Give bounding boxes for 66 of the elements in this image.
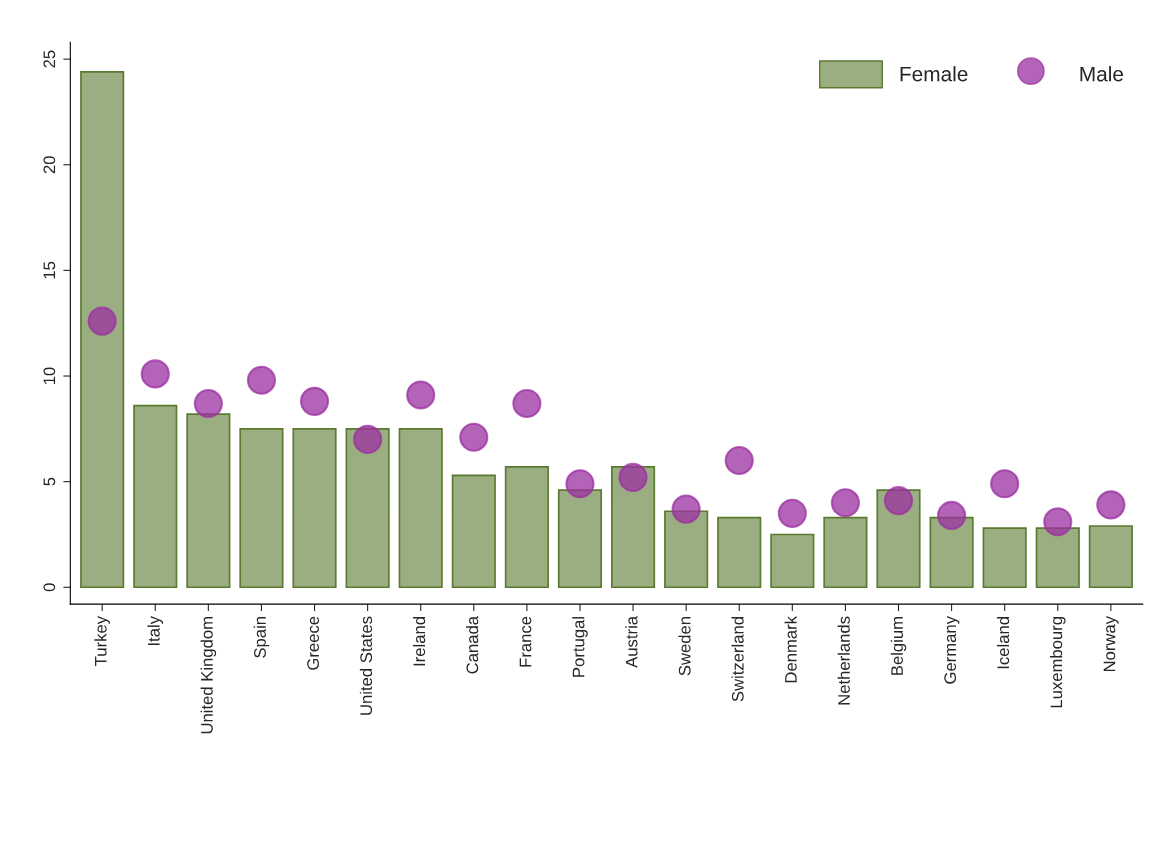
y-tick-label: 5 [43,477,56,486]
point [724,445,754,476]
point [353,424,383,454]
bar [557,489,603,589]
bar [345,428,390,589]
x-tick-label: Italy [147,616,164,646]
x-tick-label: Spain [253,617,270,658]
bar [451,474,496,589]
x-tick-label: Ireland [412,617,426,666]
x-tick-label: Canada [466,615,479,674]
x-tick-label: Belgium [890,617,907,675]
x-tick-label: Denmark [784,615,797,683]
bar [1035,527,1080,589]
x-tick-label: Norway [1103,616,1119,672]
point [565,469,595,499]
x-tick-label: Switzerland [731,617,744,702]
bar [664,510,709,589]
point [299,386,330,416]
point [671,494,701,524]
bar [770,533,815,589]
bar [929,516,974,589]
point [512,388,542,419]
y-tick-label: 10 [43,367,56,385]
bar [398,428,443,589]
legend-label: Male [1080,66,1124,82]
point [883,486,914,516]
bar [133,404,178,589]
bar [292,428,337,589]
point [459,422,489,452]
point [140,359,170,389]
bar [823,516,868,589]
x-tick-label: Netherlands [837,616,850,705]
point [937,500,967,531]
point [193,388,223,419]
x-tick-label: Turkey [94,616,110,666]
x-tick-label: Luxembourg [1049,617,1066,708]
x-tick-label: Portugal [572,617,588,677]
bar [982,527,1027,589]
bar [1088,525,1133,589]
y-tick-label: 0 [43,583,56,592]
x-tick-label: Austria [625,615,638,668]
bar [80,70,125,589]
y-tick-label: 25 [43,50,56,68]
point [830,488,860,518]
x-tick-label: Iceland [996,617,1010,669]
point [246,365,277,395]
y-tick-label: 15 [43,261,56,279]
point [1043,507,1073,537]
bar [186,413,231,589]
y-tick-label: 20 [43,156,56,174]
x-tick-label: Germany [944,616,960,684]
x-tick-label: Greece [307,616,319,670]
x-tick-label: United Kingdom [200,617,217,734]
point [777,498,807,528]
legend-label: Female [900,66,968,82]
x-tick-label: France [519,616,532,667]
point [87,306,117,336]
bar [504,466,549,589]
bar [717,516,762,589]
point [618,462,648,492]
point [406,380,436,410]
bar [239,428,284,589]
point [1096,490,1126,520]
point [990,469,1020,499]
x-tick-label: Sweden [678,617,691,676]
x-tick-label: United States [359,616,373,715]
